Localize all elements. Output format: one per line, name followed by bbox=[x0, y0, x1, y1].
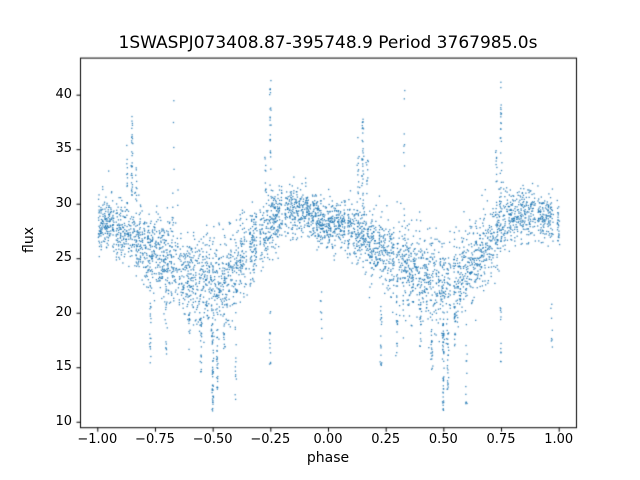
x-tick-label: 0.50 bbox=[428, 432, 458, 447]
x-tick-label: 0.75 bbox=[486, 432, 516, 447]
y-tick-label: 35 bbox=[55, 141, 72, 157]
y-tick-label: 40 bbox=[55, 86, 72, 102]
x-axis-label: phase bbox=[306, 450, 350, 466]
x-tick-label: −0.50 bbox=[192, 432, 233, 447]
chart-title: 1SWASPJ073408.87-395748.9 Period 3767985… bbox=[118, 33, 538, 53]
x-tick-label: 1.00 bbox=[544, 432, 574, 447]
x-tick-label: −0.75 bbox=[135, 432, 175, 447]
y-tick-label: 20 bbox=[55, 304, 72, 320]
x-tick-label: 0.25 bbox=[371, 432, 401, 447]
y-tick-label: 10 bbox=[55, 413, 72, 429]
x-tick-label: −0.25 bbox=[250, 432, 291, 447]
x-tick-label: 0.00 bbox=[313, 432, 343, 447]
x-tick-label: −1.00 bbox=[77, 432, 118, 447]
y-tick-label: 30 bbox=[55, 195, 72, 211]
y-tick-label: 15 bbox=[55, 359, 72, 375]
y-tick-label: 25 bbox=[55, 250, 72, 266]
